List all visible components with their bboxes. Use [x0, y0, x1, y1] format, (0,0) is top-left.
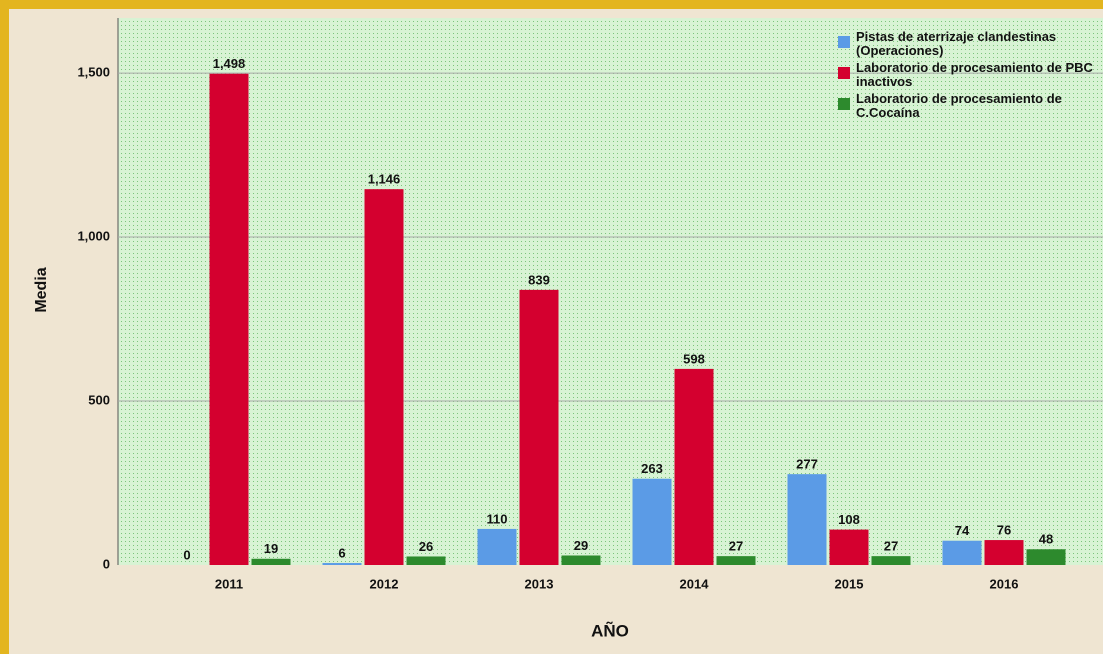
- bar: [406, 556, 446, 565]
- bar: [364, 189, 404, 565]
- x-tick-label: 2011: [215, 576, 243, 591]
- bar: [1026, 549, 1066, 565]
- value-label: 74: [955, 523, 970, 538]
- value-label: 1,498: [213, 56, 246, 71]
- bar: [477, 528, 517, 565]
- x-tick-label: 2012: [370, 576, 399, 591]
- bar: [942, 540, 982, 565]
- bar: [561, 555, 601, 565]
- value-label: 598: [683, 351, 705, 366]
- value-label: 27: [729, 539, 743, 554]
- legend-item: Laboratorio de procesamiento de PBC inac…: [838, 61, 1100, 89]
- value-label: 277: [796, 457, 818, 472]
- y-tick-label: 1,500: [77, 65, 110, 80]
- legend-swatch: [838, 98, 850, 110]
- value-label: 263: [641, 461, 663, 476]
- legend-label: Pistas de aterrizaje clandestinas (Opera…: [856, 29, 1057, 58]
- x-tick-label: 2013: [525, 576, 554, 591]
- plot-area: [118, 18, 1103, 565]
- value-label: 27: [884, 539, 898, 554]
- legend-swatch: [838, 36, 850, 48]
- x-tick-label: 2015: [835, 576, 864, 591]
- value-label: 0: [183, 547, 190, 562]
- bar: [829, 529, 869, 565]
- value-label: 29: [574, 538, 588, 553]
- legend-label: Laboratorio de procesamiento de C.Cocaín…: [856, 91, 1062, 120]
- bar: [674, 368, 714, 565]
- value-label: 839: [528, 272, 550, 287]
- legend: Pistas de aterrizaje clandestinas (Opera…: [838, 30, 1100, 123]
- value-label: 19: [264, 541, 278, 556]
- value-label: 110: [487, 511, 508, 526]
- bar: [209, 73, 249, 566]
- bar: [716, 556, 756, 565]
- value-label: 108: [838, 512, 860, 527]
- value-label: 6: [338, 545, 345, 560]
- bar: [787, 474, 827, 565]
- bar: [519, 289, 559, 565]
- value-label: 1,146: [368, 172, 401, 187]
- legend-label: Laboratorio de procesamiento de PBC inac…: [856, 60, 1093, 89]
- y-tick-label: 0: [103, 556, 110, 571]
- y-axis-label: Media: [33, 267, 50, 312]
- bar: [322, 563, 362, 565]
- value-label: 26: [419, 539, 433, 554]
- bar: [632, 478, 672, 565]
- bar: [871, 556, 911, 565]
- value-label: 76: [997, 523, 1011, 538]
- legend-item: Laboratorio de procesamiento de C.Cocaín…: [838, 92, 1100, 120]
- y-tick-label: 500: [88, 392, 110, 407]
- bar: [984, 540, 1024, 565]
- x-tick-label: 2014: [680, 576, 710, 591]
- x-tick-label: 2016: [990, 576, 1019, 591]
- left-border: [0, 0, 9, 654]
- value-label: 48: [1039, 532, 1053, 547]
- x-axis-label: AÑO: [591, 620, 629, 640]
- bar: [251, 558, 291, 565]
- legend-swatch: [838, 67, 850, 79]
- top-border: [0, 0, 1103, 9]
- y-tick-label: 1,000: [77, 228, 110, 243]
- legend-item: Pistas de aterrizaje clandestinas (Opera…: [838, 30, 1100, 58]
